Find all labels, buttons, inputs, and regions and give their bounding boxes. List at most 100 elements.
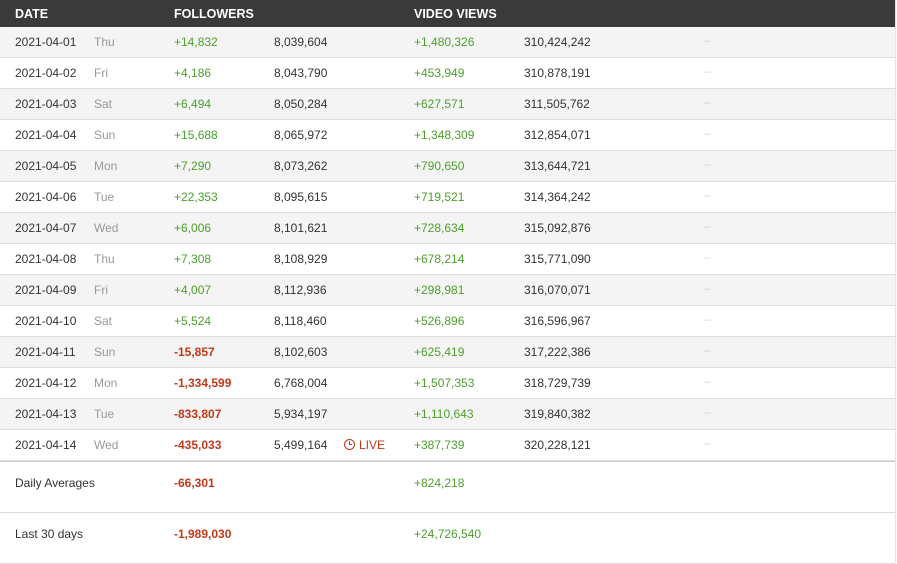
row-extra: -- — [704, 284, 711, 295]
row-date: 2021-04-01 — [15, 35, 77, 49]
row-followers-total: 8,095,615 — [274, 190, 328, 204]
summary-row: Daily Averages -66,301 +824,218 — [0, 461, 895, 513]
row-followers-change: +7,308 — [174, 252, 212, 266]
row-extra: -- — [704, 67, 711, 78]
header-followers[interactable]: FOLLOWERS — [174, 7, 254, 21]
row-views-change: +627,571 — [414, 97, 465, 111]
row-date: 2021-04-14 — [15, 438, 77, 452]
table-row: 2021-04-13 Tue -833,807 5,934,197 +1,110,643… — [0, 399, 895, 430]
row-followers-change: +5,524 — [174, 314, 212, 328]
row-views-total: 310,424,242 — [524, 35, 591, 49]
row-date: 2021-04-02 — [15, 66, 77, 80]
summary-views-change: +24,726,540 — [414, 527, 482, 541]
row-followers-total: 8,039,604 — [274, 35, 328, 49]
table-row: 2021-04-02 Fri +4,186 8,043,790 +453,949 310,… — [0, 58, 895, 89]
row-views-total: 314,364,242 — [524, 190, 591, 204]
header-video-views[interactable]: VIDEO VIEWS — [414, 7, 497, 21]
summary-followers-change: -66,301 — [174, 476, 215, 490]
row-views-change: +790,650 — [414, 159, 465, 173]
table-row: 2021-04-04 Sun +15,688 8,065,972 +1,348,309 3… — [0, 120, 895, 151]
row-followers-change: -1,334,599 — [174, 376, 232, 390]
row-extra: -- — [704, 129, 711, 140]
row-day-of-week: Tue — [94, 407, 115, 421]
row-followers-change: +6,006 — [174, 221, 212, 235]
row-day-of-week: Mon — [94, 376, 118, 390]
row-followers-total: 5,499,164 — [274, 438, 328, 452]
row-followers-change: +4,007 — [174, 283, 212, 297]
summary-views-change: +824,218 — [414, 476, 465, 490]
row-views-change: +625,419 — [414, 345, 465, 359]
row-day-of-week: Thu — [94, 35, 115, 49]
row-followers-total: 8,043,790 — [274, 66, 328, 80]
row-followers-change: +15,688 — [174, 128, 218, 142]
row-day-of-week: Thu — [94, 252, 115, 266]
row-views-change: +298,981 — [414, 283, 465, 297]
row-extra: -- — [704, 346, 711, 357]
row-followers-total: 8,073,262 — [274, 159, 328, 173]
row-day-of-week: Fri — [94, 283, 108, 297]
row-day-of-week: Sat — [94, 314, 113, 328]
table-row: 2021-04-14 Wed -435,033 5,499,164 LIVE +387,7… — [0, 430, 895, 461]
row-followers-total: 8,050,284 — [274, 97, 328, 111]
row-date: 2021-04-06 — [15, 190, 77, 204]
row-views-change: +1,348,309 — [414, 128, 475, 142]
row-extra: -- — [704, 377, 711, 388]
row-views-change: +1,507,353 — [414, 376, 475, 390]
row-views-change: +526,896 — [414, 314, 465, 328]
row-day-of-week: Fri — [94, 66, 108, 80]
row-views-total: 315,092,876 — [524, 221, 591, 235]
row-followers-change: +14,832 — [174, 35, 218, 49]
row-views-total: 316,070,071 — [524, 283, 591, 297]
table-header: DATE FOLLOWERS VIDEO VIEWS — [0, 0, 895, 27]
row-views-change: +719,521 — [414, 190, 465, 204]
row-extra: -- — [704, 98, 711, 109]
row-views-total: 315,771,090 — [524, 252, 591, 266]
row-date: 2021-04-13 — [15, 407, 77, 421]
row-views-total: 317,222,386 — [524, 345, 591, 359]
row-views-total: 313,644,721 — [524, 159, 591, 173]
row-day-of-week: Mon — [94, 159, 118, 173]
row-day-of-week: Sun — [94, 345, 116, 359]
row-views-change: +1,480,326 — [414, 35, 475, 49]
row-date: 2021-04-10 — [15, 314, 77, 328]
table-row: 2021-04-11 Sun -15,857 8,102,603 +625,419 317… — [0, 337, 895, 368]
live-label: LIVE — [359, 438, 386, 452]
row-date: 2021-04-04 — [15, 128, 77, 142]
row-followers-total: 8,118,460 — [274, 314, 327, 328]
table-body: 2021-04-01 Thu +14,832 8,039,604 +1,480,326 3… — [0, 27, 895, 461]
table-row: 2021-04-08 Thu +7,308 8,108,929 +678,214 315,… — [0, 244, 895, 275]
row-followers-change: -833,807 — [174, 407, 222, 421]
row-views-change: +453,949 — [414, 66, 465, 80]
clock-icon — [344, 439, 355, 450]
row-followers-total: 8,065,972 — [274, 128, 328, 142]
row-day-of-week: Wed — [94, 221, 119, 235]
row-followers-total: 8,112,936 — [274, 283, 327, 297]
table-row: 2021-04-06 Tue +22,353 8,095,615 +719,521 314… — [0, 182, 895, 213]
summary-row: Last 30 days -1,989,030 +24,726,540 — [0, 513, 895, 564]
row-views-total: 312,854,071 — [524, 128, 591, 142]
row-followers-change: +7,290 — [174, 159, 212, 173]
row-day-of-week: Sun — [94, 128, 116, 142]
table-summary: Daily Averages -66,301 +824,218 Last 30 day… — [0, 461, 895, 564]
row-views-total: 311,505,762 — [524, 97, 590, 111]
table-row: 2021-04-09 Fri +4,007 8,112,936 +298,981 316,… — [0, 275, 895, 306]
row-day-of-week: Sat — [94, 97, 113, 111]
row-extra: -- — [704, 36, 711, 47]
row-views-change: +387,739 — [414, 438, 465, 452]
table-row: 2021-04-10 Sat +5,524 8,118,460 +526,896 316,… — [0, 306, 895, 337]
row-views-total: 319,840,382 — [524, 407, 591, 421]
row-followers-total: 5,934,197 — [274, 407, 328, 421]
row-followers-change: -435,033 — [174, 438, 222, 452]
row-followers-total: 8,102,603 — [274, 345, 328, 359]
row-extra: -- — [704, 315, 711, 326]
row-followers-change: +22,353 — [174, 190, 218, 204]
row-followers-total: 8,101,621 — [274, 221, 328, 235]
table-row: 2021-04-12 Mon -1,334,599 6,768,004 +1,507,3… — [0, 368, 895, 399]
row-extra: -- — [704, 253, 711, 264]
summary-label: Daily Averages — [15, 476, 95, 490]
row-date: 2021-04-08 — [15, 252, 77, 266]
row-date: 2021-04-05 — [15, 159, 77, 173]
header-date[interactable]: DATE — [15, 7, 49, 21]
row-day-of-week: Wed — [94, 438, 119, 452]
live-indicator[interactable]: LIVE — [344, 438, 385, 452]
